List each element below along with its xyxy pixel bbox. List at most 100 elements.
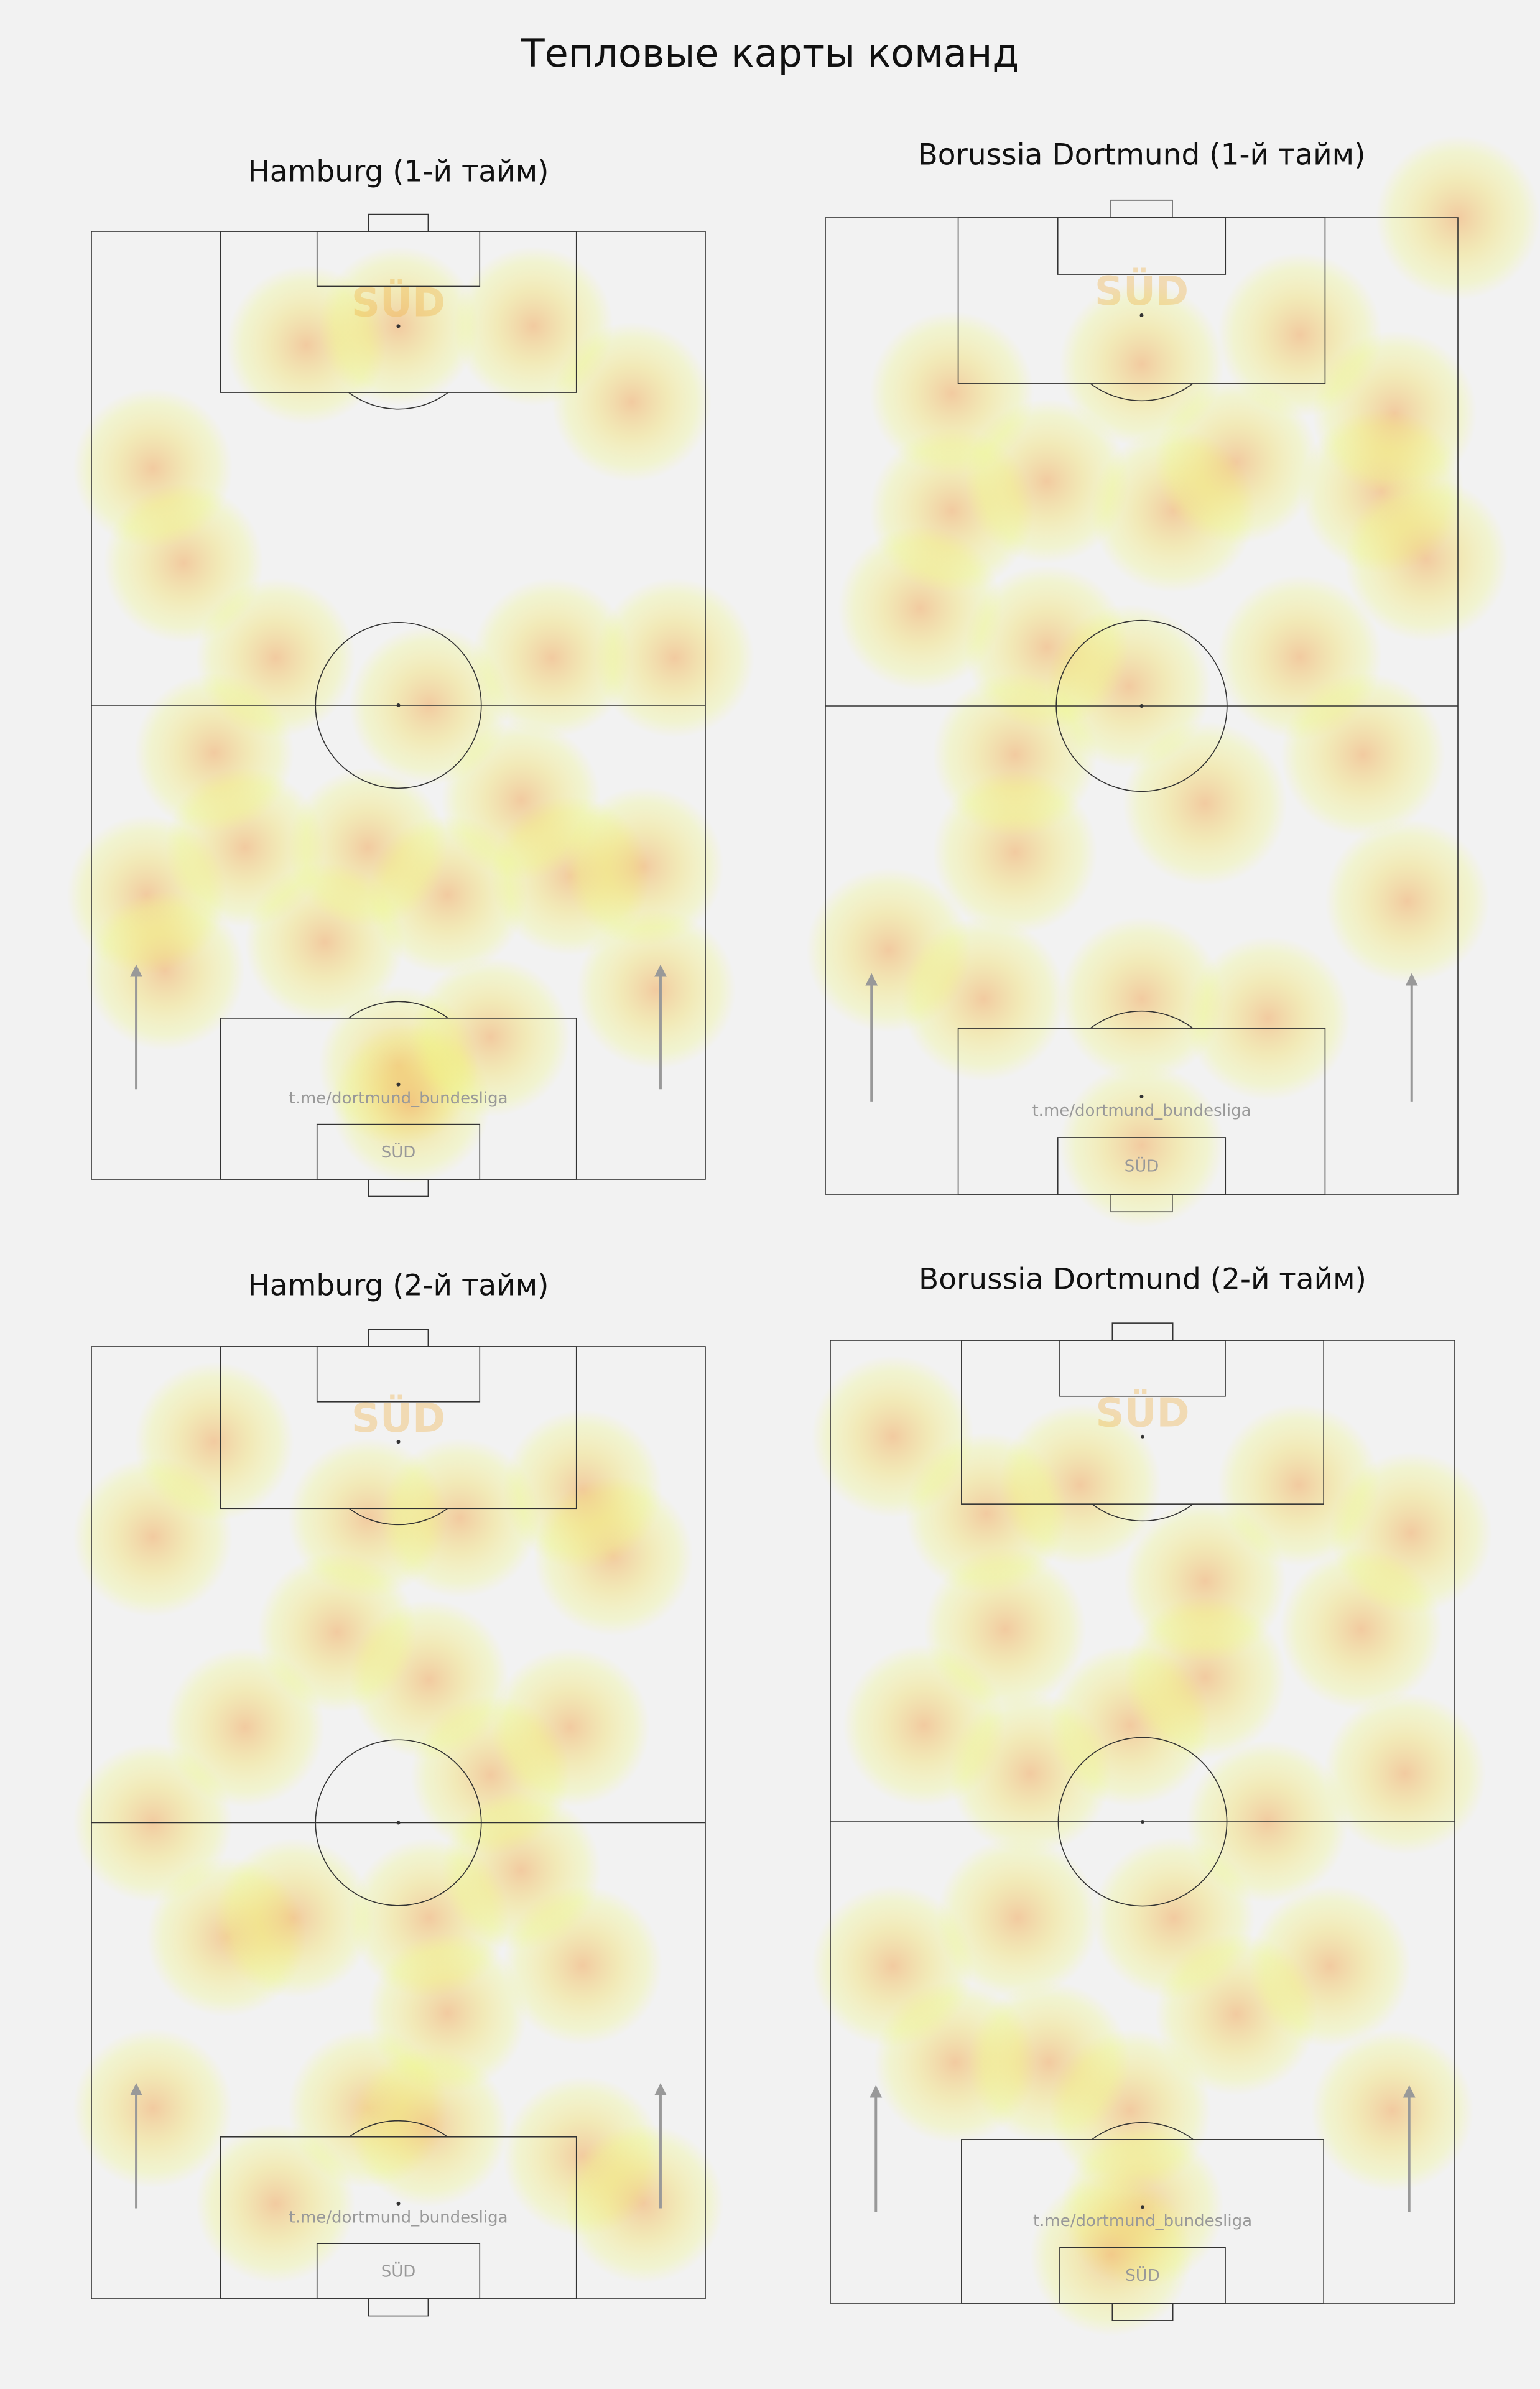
pitch [91,1329,706,2317]
pitch-line [1059,1340,1226,1397]
heatmap-layer [67,246,754,1184]
pitch-line [1110,1194,1173,1213]
heat-blob [552,322,712,482]
heat-blob [441,1790,601,1951]
pitch [830,1322,1455,2321]
panel-title: Hamburg (2-й тайм) [248,1269,549,1303]
pitch-line [1111,1322,1174,1341]
heat-blob [85,891,245,1051]
centre-circle [1057,1737,1228,1907]
heat-blob [195,2123,356,2284]
watermark-logo: SÜD [1125,1156,1159,1176]
penalty-spot [396,1082,401,1087]
heat-blob [287,768,448,927]
heatmap-layer [73,1361,724,2284]
watermark: t.me/dortmund_bundesliga [1033,2212,1252,2230]
panel-title: Hamburg (1-й тайм) [248,155,549,189]
centre-spot [396,703,401,707]
penalty-arc [1090,1010,1194,1029]
penalty-spot [1141,1434,1144,1439]
heat-blob [1281,672,1445,837]
heat-blob [73,2028,233,2189]
pitch-line [368,1179,429,1197]
heat-blob [1324,1692,1487,1855]
penalty-arc [348,1508,448,1526]
heat-blob [576,909,736,1070]
heat-blob [564,786,724,947]
penalty-arc [348,2120,448,2138]
penalty-spot [396,2201,401,2206]
heat-blob [905,1432,1068,1595]
heat-blob [1248,1885,1411,2048]
heat-blob [1123,1500,1286,1663]
watermark: t.me/dortmund_bundesliga [289,2208,508,2227]
panel-title: Borussia Dortmund (1-й тайм) [918,138,1366,172]
main-title: Тепловые карты команд [521,30,1019,76]
heat-blob [595,578,754,738]
heat-blob [1059,916,1224,1082]
heat-blob [379,1438,540,1598]
penalty-arc [348,392,448,410]
heat-blob [932,672,1098,837]
penalty-arc [1090,383,1194,402]
heat-blob [1030,2174,1193,2337]
heat-blob [1059,1063,1224,1228]
heat-blob [936,1837,1099,2000]
heat-blob [73,388,233,549]
heat-blob [471,578,632,738]
heat-blob [870,311,1034,476]
pitch-line [368,2298,429,2317]
heat-blob [214,1838,374,1998]
pitch-line [368,1329,429,1347]
heat-blob [411,957,570,1117]
centre-spot [396,1821,401,1825]
panel-title: Borussia Dortmund (2-й тайм) [919,1263,1366,1297]
watermark-logo: SÜD [381,1142,416,1162]
pitch [91,213,706,1197]
penalty-arc [1092,2122,1194,2140]
penalty-spot [1141,2205,1144,2209]
heat-blob [1325,819,1490,984]
top-logo: SÜD [351,279,445,326]
centre-circle [315,621,482,789]
heat-blob [490,1648,651,1807]
top-logo: SÜD [351,1394,445,1442]
watermark: t.me/dortmund_bundesliga [1032,1102,1251,1120]
centre-circle [1055,619,1228,792]
heat-blob [1185,936,1351,1101]
heat-blob [1311,2029,1474,2192]
top-logo: SÜD [1095,267,1189,315]
pitch [825,199,1459,1213]
heat-blob [1122,721,1287,886]
heat-blob [1059,282,1224,447]
watermark: t.me/dortmund_bundesliga [289,1089,508,1108]
heat-blob [564,2123,724,2284]
centre-spot [1139,704,1144,708]
heat-blob [134,672,294,833]
heat-blob [134,1361,294,1522]
watermark-logo: SÜD [1125,2265,1160,2285]
pitch-line [316,1346,481,1403]
heat-blob [503,1409,662,1569]
heat-blob [1217,253,1382,417]
penalty-spot [1139,1095,1144,1098]
penalty-arc [348,1001,448,1019]
pitch-line [1110,199,1173,218]
pitch-line [368,213,429,232]
penalty-spot [396,1440,401,1444]
heat-blob [967,1981,1130,2144]
heat-blob [349,2048,509,2207]
heatmap-layer [806,135,1540,1228]
top-logo: SÜD [1095,1389,1189,1436]
centre-spot [1141,1820,1144,1824]
penalty-arc [1092,1503,1194,1522]
heat-blob [1092,1837,1255,2000]
heatmap-layer [811,1355,1493,2337]
heat-blob [811,1885,974,2048]
heat-blob [901,916,1066,1082]
penalty-spot [396,324,401,328]
pitch-line [1057,217,1227,275]
heat-blob [1343,477,1509,642]
pitch-line [1111,2303,1174,2321]
